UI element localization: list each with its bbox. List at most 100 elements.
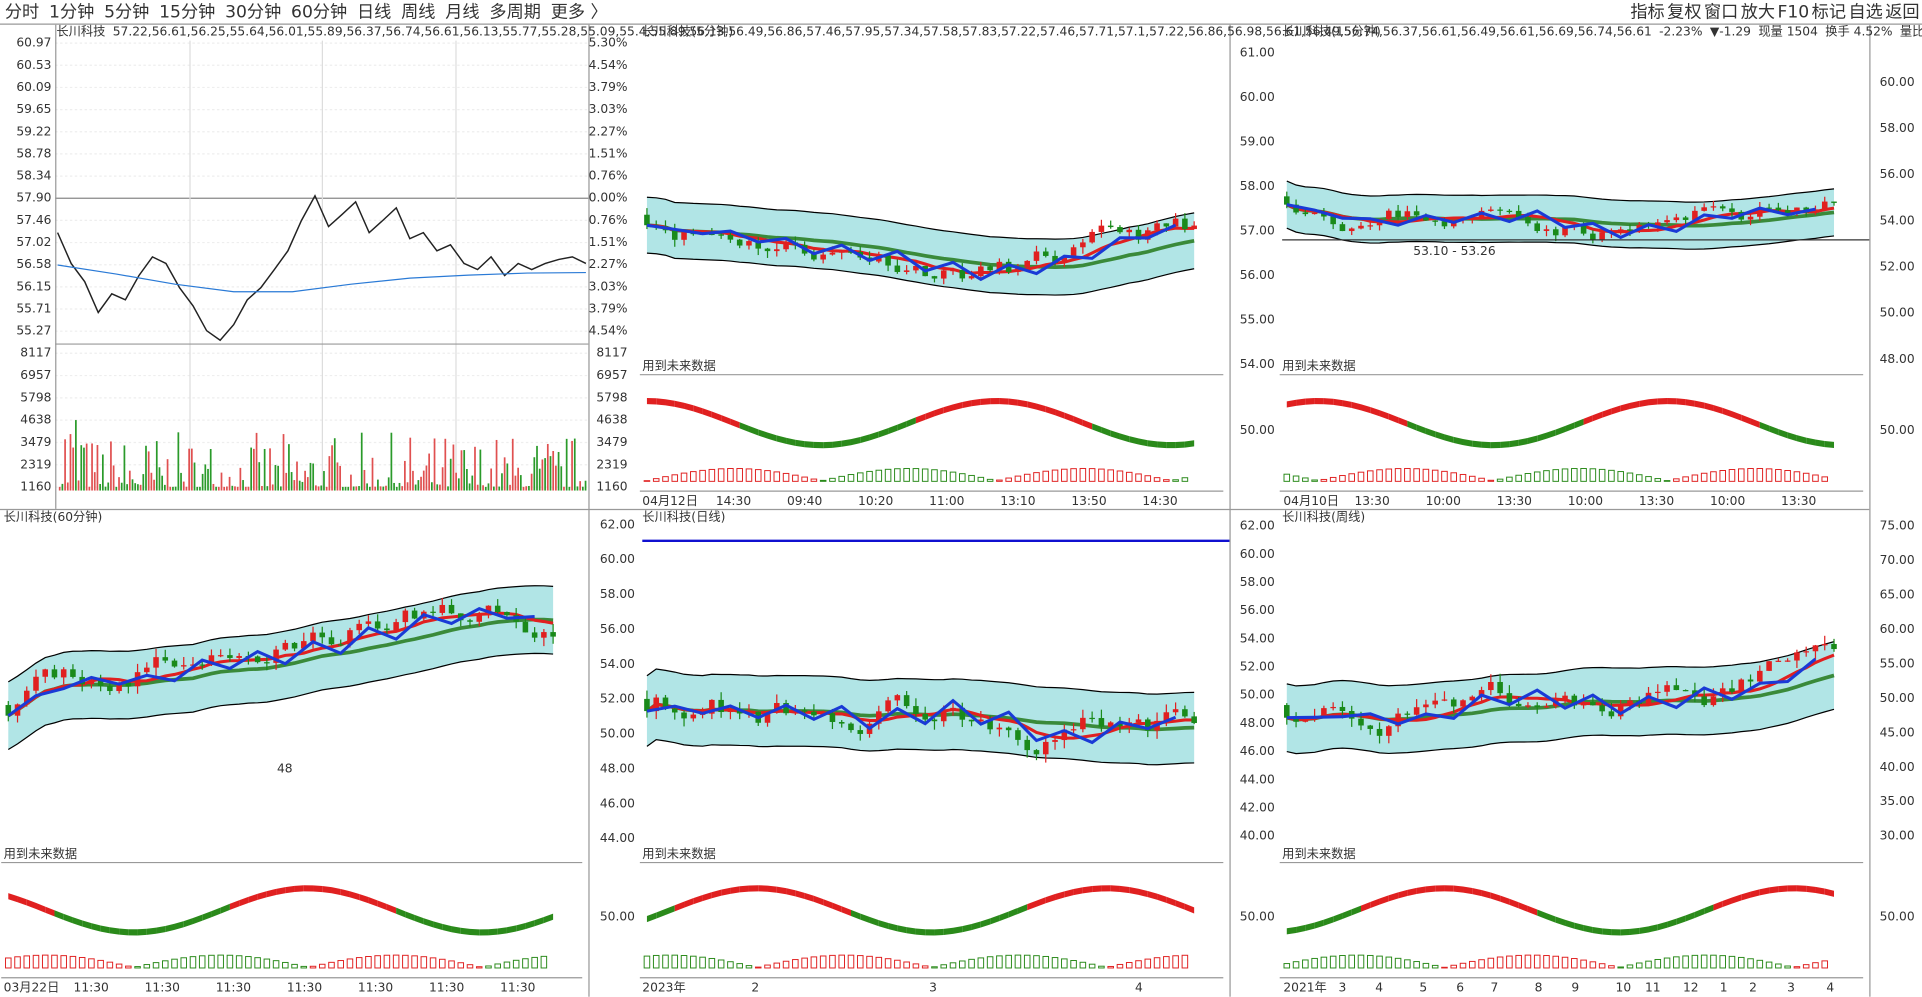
period-tab[interactable]: 月线: [445, 2, 479, 22]
indicator-bar: [1663, 480, 1671, 482]
volume-bar: [339, 465, 342, 491]
volume-bar: [147, 451, 150, 491]
indicator-bar: [1431, 964, 1439, 969]
indicator-bar: [884, 468, 892, 482]
indicator-bar: [522, 958, 529, 969]
y-tick-label: 61.00: [1240, 45, 1275, 59]
volume-bar: [182, 481, 185, 491]
x-tick-label: 9: [1571, 981, 1579, 995]
indicator-bar: [782, 472, 790, 482]
indicator-bar: [1088, 468, 1096, 482]
ma-line: [7, 652, 554, 751]
tool-button[interactable]: 指标: [1630, 2, 1664, 22]
tool-button[interactable]: 放大: [1741, 2, 1775, 22]
volume-bar: [306, 477, 309, 491]
volume-bar: [296, 461, 298, 491]
period-tab[interactable]: 分时: [5, 2, 39, 22]
tool-button[interactable]: 标记: [1812, 2, 1846, 22]
indicator-bar: [1515, 474, 1522, 482]
y-tick-label: 56.00: [600, 622, 635, 636]
indicator-wave: [276, 887, 286, 895]
candle-body: [746, 241, 752, 246]
indicator-bar: [1589, 468, 1597, 482]
volume-bar: [379, 486, 382, 491]
candle-body: [1404, 713, 1411, 715]
volume-tick-label: 4638: [20, 413, 51, 427]
candle-body: [1126, 229, 1133, 233]
indicator-wave: [1713, 405, 1723, 415]
volume-bar: [460, 450, 463, 491]
volume-bar: [66, 482, 69, 491]
panel-title: 长川科技(60分钟): [4, 509, 103, 524]
volume-bar: [509, 484, 511, 491]
indicator-wave: [823, 441, 833, 449]
tool-button[interactable]: 自选: [1848, 2, 1882, 22]
period-tab[interactable]: 60分钟: [291, 2, 347, 22]
y-tick-label: 46.00: [600, 796, 635, 810]
volume-bar: [142, 474, 145, 491]
indicator-wave: [674, 901, 685, 912]
period-tab[interactable]: 更多 〉: [551, 2, 608, 22]
indicator-bar: [1098, 965, 1105, 969]
candle-body: [70, 669, 76, 677]
indicator-wave: [1342, 400, 1352, 409]
candle-body: [838, 251, 845, 253]
tool-button[interactable]: F10: [1778, 2, 1810, 22]
candle-body: [1348, 228, 1355, 232]
period-tab[interactable]: 30分钟: [225, 2, 281, 22]
tool-button[interactable]: 复权: [1667, 2, 1701, 22]
indicator-wave: [1138, 888, 1148, 898]
indicator-bar: [1691, 474, 1699, 482]
period-tab[interactable]: 5分钟: [104, 2, 149, 22]
volume-bar: [226, 486, 228, 491]
candle-body: [671, 708, 678, 713]
candle-body: [467, 620, 473, 622]
indicator-bar: [1413, 468, 1420, 482]
indicator-wave: [1110, 430, 1120, 440]
candle-body: [1358, 718, 1364, 726]
period-tab[interactable]: 15分钟: [159, 2, 215, 22]
candle-body: [968, 276, 975, 279]
candle-body: [885, 700, 891, 712]
candle-body: [1423, 704, 1429, 708]
volume-bar: [436, 484, 439, 491]
candle-body: [162, 657, 169, 661]
indicator-bar: [792, 474, 799, 482]
indicator-bar: [690, 471, 697, 482]
period-tab[interactable]: 1分钟: [49, 2, 94, 22]
indicator-wave: [128, 929, 138, 936]
period-tab[interactable]: 周线: [401, 2, 435, 22]
quote-field: 量比 0.72: [1900, 25, 1922, 39]
volume-bar: [293, 480, 296, 491]
candle-body: [1627, 229, 1633, 231]
volume-bar: [150, 472, 153, 491]
indicator-bar: [291, 963, 298, 969]
indicator-wave: [1592, 411, 1603, 422]
volume-bar: [476, 484, 479, 491]
indicator-wave: [656, 908, 666, 919]
quote-field: 57.22,56.61,56.25,55.64,56.01,55.89,56.3…: [113, 25, 1652, 39]
indicator-bar: [643, 955, 651, 969]
indicator-bar: [1088, 963, 1096, 969]
indicator-wave: [109, 927, 120, 935]
indicator-wave: [359, 893, 369, 904]
tool-button[interactable]: 窗口: [1704, 2, 1738, 22]
x-tick-label: 14:30: [1142, 494, 1177, 508]
indicator-wave: [1157, 893, 1167, 903]
indicator-bar: [866, 955, 873, 969]
indicator-bar: [1163, 956, 1170, 969]
candle-body: [829, 713, 836, 722]
x-tick-label: 11: [1645, 981, 1661, 995]
period-tab[interactable]: 多周期: [489, 2, 540, 22]
indicator-wave: [497, 927, 507, 935]
tool-button[interactable]: 返回: [1885, 2, 1919, 22]
indicator-wave: [1463, 439, 1473, 447]
indicator-bar: [1580, 467, 1587, 482]
indicator-bar: [699, 956, 706, 969]
volume-bar: [277, 465, 279, 491]
period-tab[interactable]: 日线: [357, 2, 391, 22]
volume-bar: [387, 477, 390, 491]
indicator-bar: [374, 955, 381, 969]
indicator-wave: [1036, 403, 1046, 413]
indicator-wave: [1481, 441, 1491, 449]
